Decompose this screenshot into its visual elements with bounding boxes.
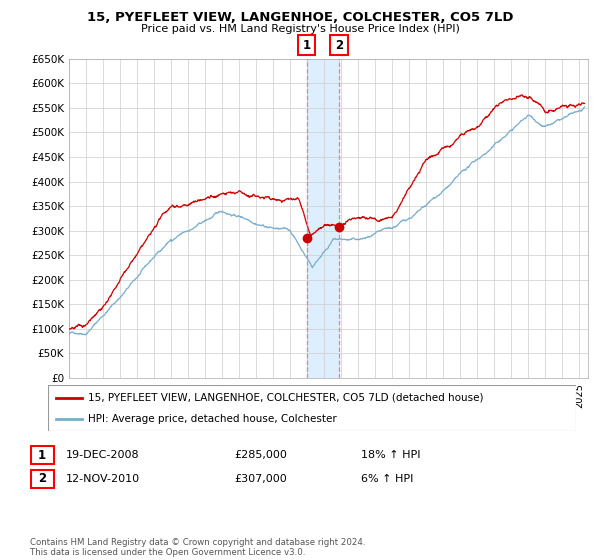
Text: Price paid vs. HM Land Registry's House Price Index (HPI): Price paid vs. HM Land Registry's House … — [140, 24, 460, 34]
Text: 18% ↑ HPI: 18% ↑ HPI — [361, 450, 421, 460]
Text: 15, PYEFLEET VIEW, LANGENHOE, COLCHESTER, CO5 7LD (detached house): 15, PYEFLEET VIEW, LANGENHOE, COLCHESTER… — [88, 393, 483, 403]
Text: HPI: Average price, detached house, Colchester: HPI: Average price, detached house, Colc… — [88, 414, 337, 424]
Text: 1: 1 — [38, 449, 46, 462]
Text: 6% ↑ HPI: 6% ↑ HPI — [361, 474, 413, 484]
FancyBboxPatch shape — [298, 35, 315, 55]
Bar — [307, 59, 339, 378]
Text: £285,000: £285,000 — [234, 450, 287, 460]
Text: 19-DEC-2008: 19-DEC-2008 — [66, 450, 140, 460]
Text: Contains HM Land Registry data © Crown copyright and database right 2024.
This d: Contains HM Land Registry data © Crown c… — [30, 538, 365, 557]
Text: £307,000: £307,000 — [234, 474, 287, 484]
FancyBboxPatch shape — [331, 35, 347, 55]
FancyBboxPatch shape — [31, 446, 54, 464]
FancyBboxPatch shape — [31, 470, 54, 488]
Text: 1: 1 — [302, 39, 311, 52]
Text: 15, PYEFLEET VIEW, LANGENHOE, COLCHESTER, CO5 7LD: 15, PYEFLEET VIEW, LANGENHOE, COLCHESTER… — [87, 11, 513, 24]
Text: 2: 2 — [335, 39, 343, 52]
FancyBboxPatch shape — [48, 385, 576, 431]
Text: 12-NOV-2010: 12-NOV-2010 — [66, 474, 140, 484]
Text: 2: 2 — [38, 472, 46, 486]
